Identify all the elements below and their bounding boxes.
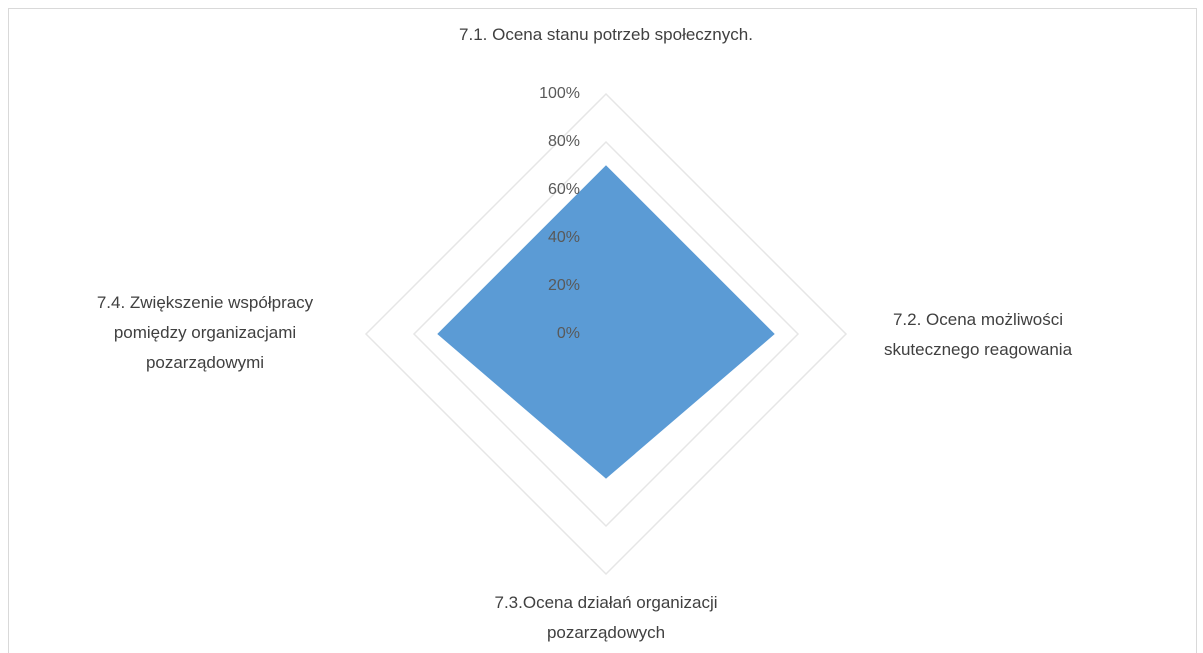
r-tick-label: 40% [548,229,580,246]
grid-line [364,92,848,576]
category-label: 7.1. Ocena stanu potrzeb społecznych. [459,25,753,44]
chart-frame [8,8,1197,653]
category-label: 7.4. Zwiększenie współpracy pomiędzy org… [96,293,314,372]
r-tick-label: 60% [548,181,580,198]
radar-area [437,165,775,479]
r-tick-label: 100% [539,85,580,102]
category-label: 7.2. Ocena możliwości skutecznego reagow… [883,310,1073,359]
r-tick-label: 0% [557,325,580,342]
ticks: 0% 20% 40% 60% 80% 100% [539,85,580,342]
category-label: 7.3.Ocena działań organizacji pozarządow… [494,593,718,642]
marks [437,165,775,479]
grid-line [412,140,800,528]
r-tick-label: 80% [548,133,580,150]
r-tick-label: 20% [548,277,580,294]
